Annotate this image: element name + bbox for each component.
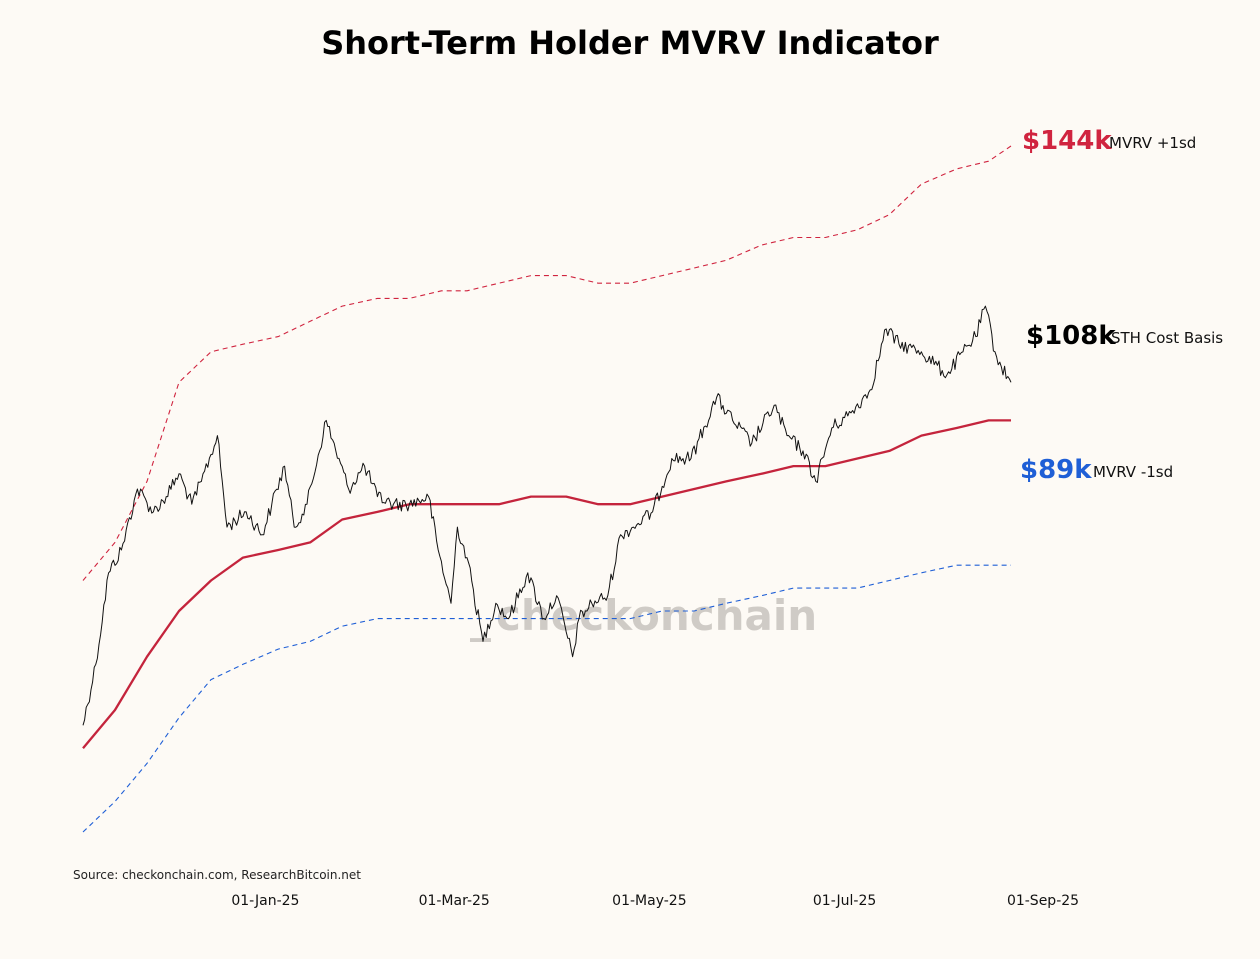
x-axis-ticks: 01-Jan-25 01-Mar-25 01-May-25 01-Jul-25 01-S… — [231, 893, 1079, 909]
label-lower: $89k MVRV -1sd — [1020, 455, 1173, 485]
cost-value-label: $108k — [1026, 321, 1116, 351]
x-tick-label: 01-Jan-25 — [231, 893, 299, 909]
label-upper: $144k MVRV +1sd — [1022, 126, 1196, 156]
lower-value-label: $89k — [1020, 455, 1092, 485]
chart-title: Short-Term Holder MVRV Indicator — [321, 24, 939, 62]
lower-text-label: MVRV -1sd — [1093, 463, 1173, 481]
price-line — [82, 305, 1012, 726]
cost-text-label: STH Cost Basis — [1111, 329, 1223, 347]
watermark-text: checkonchain — [496, 591, 817, 640]
x-tick-label: 01-Jul-25 — [813, 893, 876, 909]
upper-text-label: MVRV +1sd — [1109, 134, 1196, 152]
upper-value-label: $144k — [1022, 126, 1112, 156]
series-layer — [82, 145, 1012, 833]
source-note: Source: checkonchain.com, ResearchBitcoi… — [73, 868, 361, 882]
cost-basis-line — [82, 419, 1011, 749]
x-tick-label: 01-Mar-25 — [419, 893, 490, 909]
label-cost: $108k STH Cost Basis — [1026, 321, 1223, 351]
lower-band-line — [82, 564, 1011, 833]
watermark: _ checkonchain — [470, 591, 817, 642]
watermark-prefix: _ — [470, 593, 491, 642]
upper-band-line — [82, 145, 1012, 581]
x-tick-label: 01-May-25 — [612, 893, 686, 909]
x-tick-label: 01-Sep-25 — [1007, 893, 1079, 909]
